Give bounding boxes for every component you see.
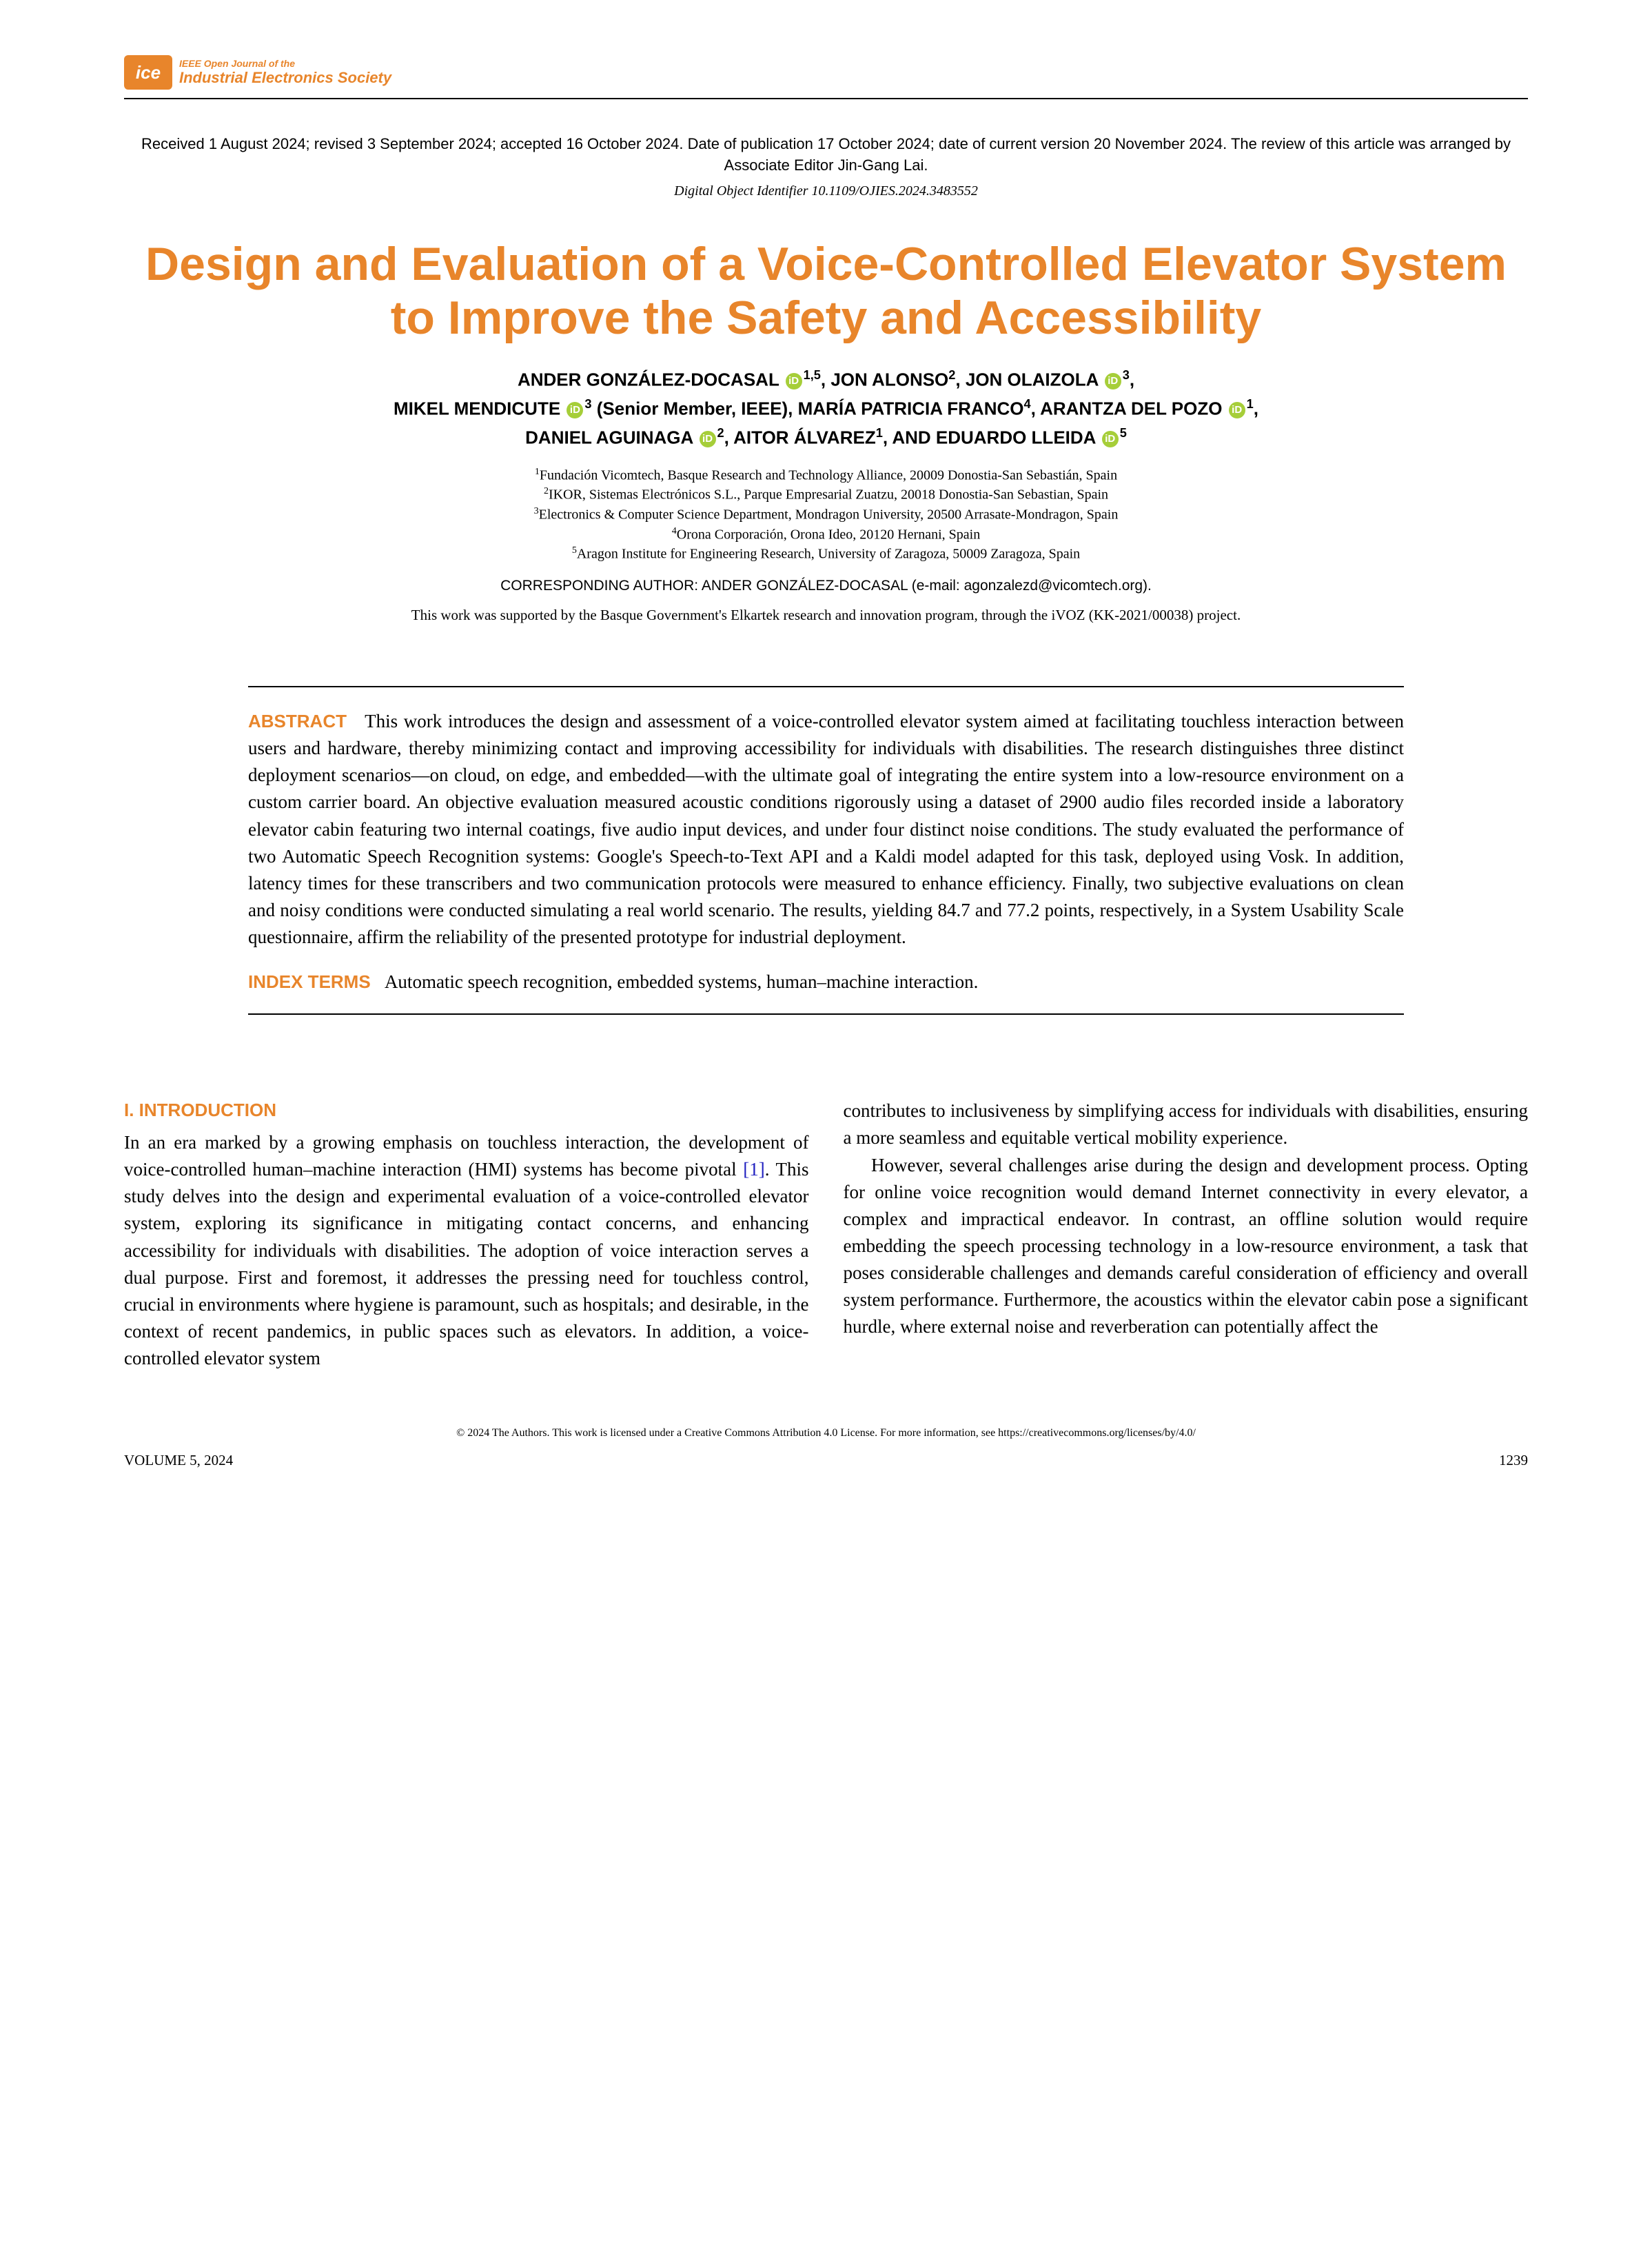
author-role: (Senior Member, IEEE), [592, 398, 798, 419]
page-number: 1239 [1499, 1439, 1528, 1469]
affiliation-list: 1Fundación Vicomtech, Basque Research an… [124, 465, 1528, 564]
journal-name: Industrial Electronics Society [179, 69, 391, 87]
affiliation: 4Orona Corporación, Orona Ideo, 20120 He… [124, 525, 1528, 545]
corresponding-author: CORRESPONDING AUTHOR: ANDER GONZÁLEZ-DOC… [124, 578, 1528, 594]
orcid-icon: iD [1229, 402, 1245, 418]
abstract-text: This work introduces the design and asse… [248, 711, 1404, 947]
orcid-icon: iD [1105, 373, 1121, 390]
column-left: I. INTRODUCTION In an era marked by a gr… [124, 1098, 809, 1372]
funding-note: This work was supported by the Basque Go… [124, 607, 1528, 624]
section-heading: I. INTRODUCTION [124, 1098, 809, 1124]
abstract-label: ABSTRACT [248, 711, 347, 731]
author-affiliation-mark: 1 [876, 426, 883, 440]
orcid-icon: iD [786, 373, 802, 390]
author-name: ANDER GONZÁLEZ-DOCASAL [518, 370, 779, 390]
author-affiliation-mark: 1 [1247, 397, 1254, 411]
author-name: DANIEL AGUINAGA [525, 427, 693, 448]
affiliation: 1Fundación Vicomtech, Basque Research an… [124, 465, 1528, 485]
received-dates: Received 1 August 2024; revised 3 Septem… [124, 134, 1528, 176]
logo-mark-icon: ice [124, 55, 172, 90]
author-affiliation-mark: 4 [1023, 397, 1030, 411]
affiliation: 2IKOR, Sistemas Electrónicos S.L., Parqu… [124, 485, 1528, 505]
doi: Digital Object Identifier 10.1109/OJIES.… [124, 183, 1528, 199]
author-affiliation-mark: 3 [1123, 368, 1130, 382]
citation-link[interactable]: [1] [743, 1159, 764, 1180]
author-name: , AITOR ÁLVAREZ [724, 427, 876, 448]
author-affiliation-mark: 3 [584, 397, 591, 411]
journal-logo: ice IEEE Open Journal of the Industrial … [124, 55, 391, 90]
journal-header: ice IEEE Open Journal of the Industrial … [124, 55, 1528, 99]
body-paragraph: In an era marked by a growing emphasis o… [124, 1129, 809, 1372]
paper-title: Design and Evaluation of a Voice-Control… [124, 237, 1528, 345]
index-terms-text: Automatic speech recognition, embedded s… [385, 971, 979, 992]
volume-label: VOLUME 5, 2024 [124, 1439, 233, 1469]
author-affiliation-mark: 2 [717, 426, 724, 440]
body-paragraph: contributes to inclusiveness by simplify… [844, 1098, 1529, 1151]
body-text: I. INTRODUCTION In an era marked by a gr… [124, 1098, 1528, 1372]
orcid-icon: iD [1102, 431, 1119, 447]
author-name: MIKEL MENDICUTE [394, 398, 560, 419]
author-list: ANDER GONZÁLEZ-DOCASAL iD1,5, JON ALONSO… [124, 365, 1528, 453]
affiliation: 5Aragon Institute for Engineering Resear… [124, 544, 1528, 564]
author-name: , AND EDUARDO LLEIDA [883, 427, 1096, 448]
author-name: , JON OLAIZOLA [955, 370, 1098, 390]
author-affiliation-mark: 5 [1120, 426, 1127, 440]
page-footer: © 2024 The Authors. This work is license… [124, 1427, 1528, 1469]
author-affiliation-mark: 1,5 [804, 368, 821, 382]
author-name: MARÍA PATRICIA FRANCO [798, 398, 1024, 419]
column-right: contributes to inclusiveness by simplify… [844, 1098, 1529, 1372]
affiliation: 3Electronics & Computer Science Departme… [124, 505, 1528, 525]
index-terms-paragraph: INDEX TERMS Automatic speech recognition… [248, 971, 1404, 993]
body-paragraph: However, several challenges arise during… [844, 1152, 1529, 1341]
author-name: , ARANTZA DEL POZO [1031, 398, 1223, 419]
index-terms-label: INDEX TERMS [248, 971, 371, 992]
abstract-section: ABSTRACT This work introduces the design… [248, 686, 1404, 1015]
orcid-icon: iD [567, 402, 583, 418]
abstract-paragraph: ABSTRACT This work introduces the design… [248, 708, 1404, 951]
license-text: © 2024 The Authors. This work is license… [124, 1427, 1528, 1439]
author-name: , JON ALONSO [821, 370, 948, 390]
orcid-icon: iD [700, 431, 716, 447]
journal-superline: IEEE Open Journal of the [179, 58, 391, 69]
author-affiliation-mark: 2 [948, 368, 955, 382]
